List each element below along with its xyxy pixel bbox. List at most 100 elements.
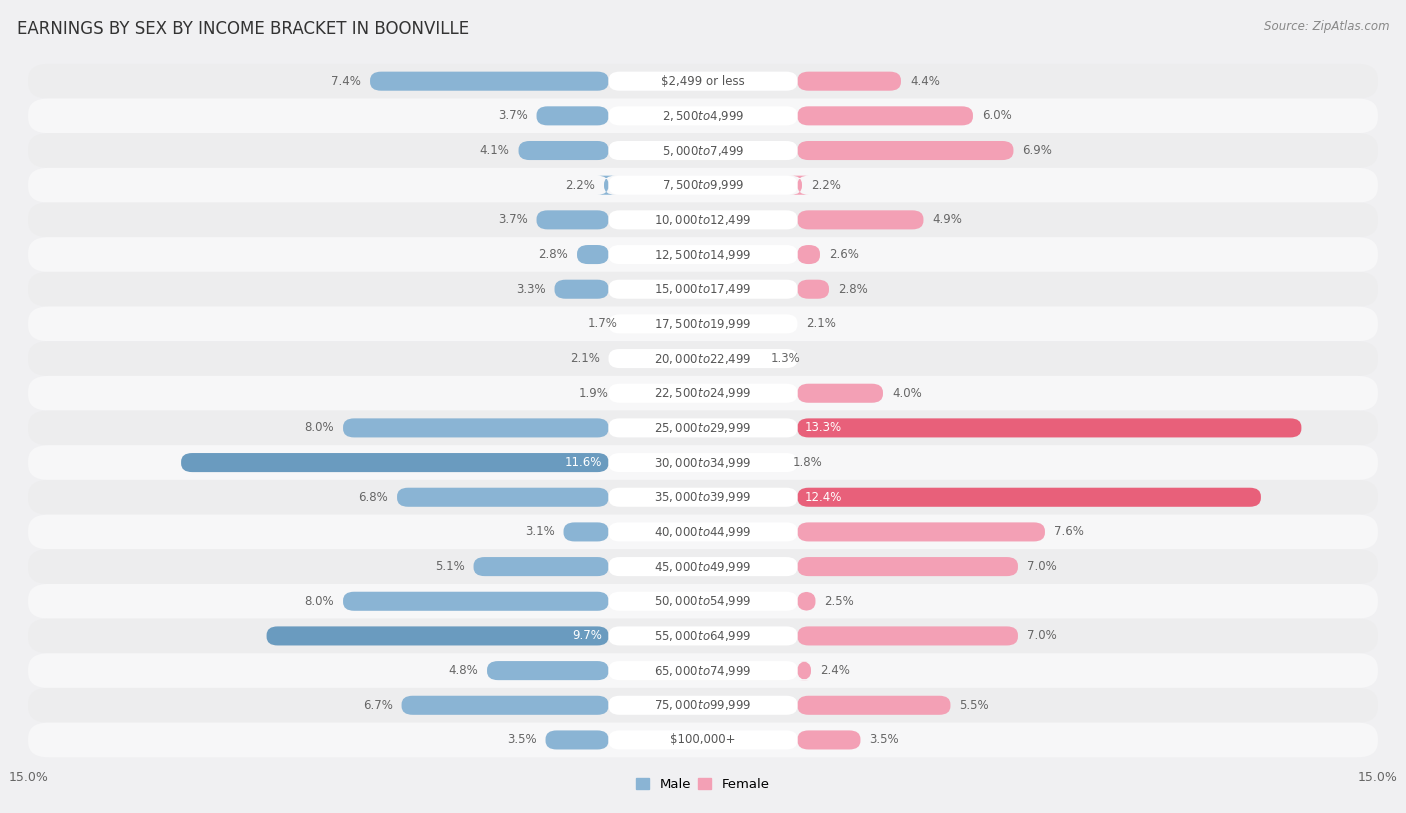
- Text: $17,500 to $19,999: $17,500 to $19,999: [654, 317, 752, 331]
- FancyBboxPatch shape: [554, 280, 609, 298]
- FancyBboxPatch shape: [28, 307, 1378, 341]
- FancyBboxPatch shape: [519, 141, 609, 160]
- Text: 6.7%: 6.7%: [363, 699, 392, 711]
- Text: 2.2%: 2.2%: [565, 179, 595, 192]
- Text: 8.0%: 8.0%: [305, 421, 335, 434]
- FancyBboxPatch shape: [609, 523, 797, 541]
- Text: 2.6%: 2.6%: [830, 248, 859, 261]
- Text: 7.6%: 7.6%: [1054, 525, 1084, 538]
- FancyBboxPatch shape: [28, 376, 1378, 411]
- Text: 2.8%: 2.8%: [538, 248, 568, 261]
- FancyBboxPatch shape: [343, 419, 609, 437]
- FancyBboxPatch shape: [267, 626, 609, 646]
- Text: 1.8%: 1.8%: [793, 456, 823, 469]
- Text: 4.4%: 4.4%: [910, 75, 939, 88]
- Text: 11.6%: 11.6%: [564, 456, 602, 469]
- FancyBboxPatch shape: [28, 64, 1378, 98]
- Text: $25,000 to $29,999: $25,000 to $29,999: [654, 421, 752, 435]
- Text: 12.4%: 12.4%: [804, 491, 842, 504]
- Text: $2,500 to $4,999: $2,500 to $4,999: [662, 109, 744, 123]
- FancyBboxPatch shape: [609, 141, 797, 160]
- FancyBboxPatch shape: [609, 176, 797, 195]
- Text: 2.2%: 2.2%: [811, 179, 841, 192]
- Text: $50,000 to $54,999: $50,000 to $54,999: [654, 594, 752, 608]
- Text: 1.7%: 1.7%: [588, 317, 617, 330]
- Text: 3.1%: 3.1%: [524, 525, 554, 538]
- FancyBboxPatch shape: [609, 280, 797, 298]
- Text: $35,000 to $39,999: $35,000 to $39,999: [654, 490, 752, 504]
- FancyBboxPatch shape: [598, 176, 616, 195]
- FancyBboxPatch shape: [28, 411, 1378, 446]
- FancyBboxPatch shape: [609, 72, 797, 91]
- Text: 9.7%: 9.7%: [572, 629, 602, 642]
- FancyBboxPatch shape: [797, 696, 950, 715]
- FancyBboxPatch shape: [609, 211, 797, 229]
- Text: 5.1%: 5.1%: [434, 560, 464, 573]
- FancyBboxPatch shape: [474, 557, 609, 576]
- Legend: Male, Female: Male, Female: [631, 773, 775, 797]
- FancyBboxPatch shape: [797, 592, 815, 611]
- FancyBboxPatch shape: [28, 619, 1378, 654]
- Text: 2.4%: 2.4%: [820, 664, 849, 677]
- Text: 4.8%: 4.8%: [449, 664, 478, 677]
- Text: $22,500 to $24,999: $22,500 to $24,999: [654, 386, 752, 400]
- FancyBboxPatch shape: [609, 107, 797, 125]
- Text: 4.0%: 4.0%: [891, 387, 922, 400]
- FancyBboxPatch shape: [28, 133, 1378, 167]
- FancyBboxPatch shape: [28, 515, 1378, 550]
- FancyBboxPatch shape: [396, 488, 609, 506]
- Text: 6.8%: 6.8%: [359, 491, 388, 504]
- FancyBboxPatch shape: [797, 661, 811, 680]
- FancyBboxPatch shape: [28, 654, 1378, 688]
- FancyBboxPatch shape: [797, 141, 1014, 160]
- FancyBboxPatch shape: [797, 245, 820, 264]
- Text: 1.9%: 1.9%: [579, 387, 609, 400]
- FancyBboxPatch shape: [609, 661, 797, 680]
- Text: 5.5%: 5.5%: [959, 699, 988, 711]
- Text: 3.5%: 3.5%: [869, 733, 898, 746]
- FancyBboxPatch shape: [797, 72, 901, 91]
- FancyBboxPatch shape: [609, 488, 797, 506]
- Text: $75,000 to $99,999: $75,000 to $99,999: [654, 698, 752, 712]
- FancyBboxPatch shape: [609, 315, 797, 333]
- Text: 4.9%: 4.9%: [932, 213, 962, 226]
- FancyBboxPatch shape: [576, 245, 609, 264]
- FancyBboxPatch shape: [609, 696, 797, 715]
- Text: $15,000 to $17,499: $15,000 to $17,499: [654, 282, 752, 296]
- FancyBboxPatch shape: [609, 245, 797, 264]
- Text: Source: ZipAtlas.com: Source: ZipAtlas.com: [1264, 20, 1389, 33]
- Text: $5,000 to $7,499: $5,000 to $7,499: [662, 144, 744, 158]
- FancyBboxPatch shape: [609, 557, 797, 576]
- Text: $55,000 to $64,999: $55,000 to $64,999: [654, 629, 752, 643]
- Text: $12,500 to $14,999: $12,500 to $14,999: [654, 247, 752, 262]
- FancyBboxPatch shape: [609, 349, 797, 368]
- Text: 2.8%: 2.8%: [838, 283, 868, 296]
- Text: 3.7%: 3.7%: [498, 110, 527, 122]
- FancyBboxPatch shape: [609, 453, 797, 472]
- Text: 6.9%: 6.9%: [1022, 144, 1052, 157]
- FancyBboxPatch shape: [28, 584, 1378, 619]
- FancyBboxPatch shape: [28, 550, 1378, 584]
- Text: 3.3%: 3.3%: [516, 283, 546, 296]
- FancyBboxPatch shape: [546, 730, 609, 750]
- FancyBboxPatch shape: [797, 107, 973, 125]
- Text: $40,000 to $44,999: $40,000 to $44,999: [654, 525, 752, 539]
- Text: 2.5%: 2.5%: [824, 595, 855, 608]
- FancyBboxPatch shape: [609, 592, 797, 611]
- Text: $45,000 to $49,999: $45,000 to $49,999: [654, 559, 752, 574]
- Text: 4.1%: 4.1%: [479, 144, 509, 157]
- Text: EARNINGS BY SEX BY INCOME BRACKET IN BOONVILLE: EARNINGS BY SEX BY INCOME BRACKET IN BOO…: [17, 20, 470, 38]
- Text: 3.5%: 3.5%: [508, 733, 537, 746]
- FancyBboxPatch shape: [537, 107, 609, 125]
- FancyBboxPatch shape: [402, 696, 609, 715]
- Text: 2.1%: 2.1%: [569, 352, 599, 365]
- Text: 6.0%: 6.0%: [981, 110, 1012, 122]
- Text: 1.3%: 1.3%: [770, 352, 800, 365]
- FancyBboxPatch shape: [797, 488, 1261, 506]
- FancyBboxPatch shape: [790, 176, 808, 195]
- Text: $65,000 to $74,999: $65,000 to $74,999: [654, 663, 752, 677]
- FancyBboxPatch shape: [609, 419, 797, 437]
- FancyBboxPatch shape: [28, 167, 1378, 202]
- Text: 7.4%: 7.4%: [332, 75, 361, 88]
- FancyBboxPatch shape: [609, 384, 797, 402]
